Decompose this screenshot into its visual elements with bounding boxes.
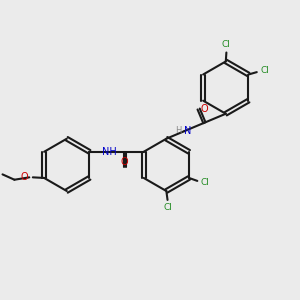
Text: O: O — [121, 157, 128, 166]
Text: O: O — [200, 104, 208, 114]
Text: N: N — [184, 126, 192, 136]
Text: Cl: Cl — [200, 178, 209, 187]
Text: Cl: Cl — [260, 66, 269, 75]
Text: O: O — [20, 172, 28, 182]
Text: Cl: Cl — [163, 203, 172, 212]
Text: Cl: Cl — [222, 40, 231, 49]
Text: H: H — [176, 126, 182, 135]
Text: NH: NH — [102, 147, 117, 157]
